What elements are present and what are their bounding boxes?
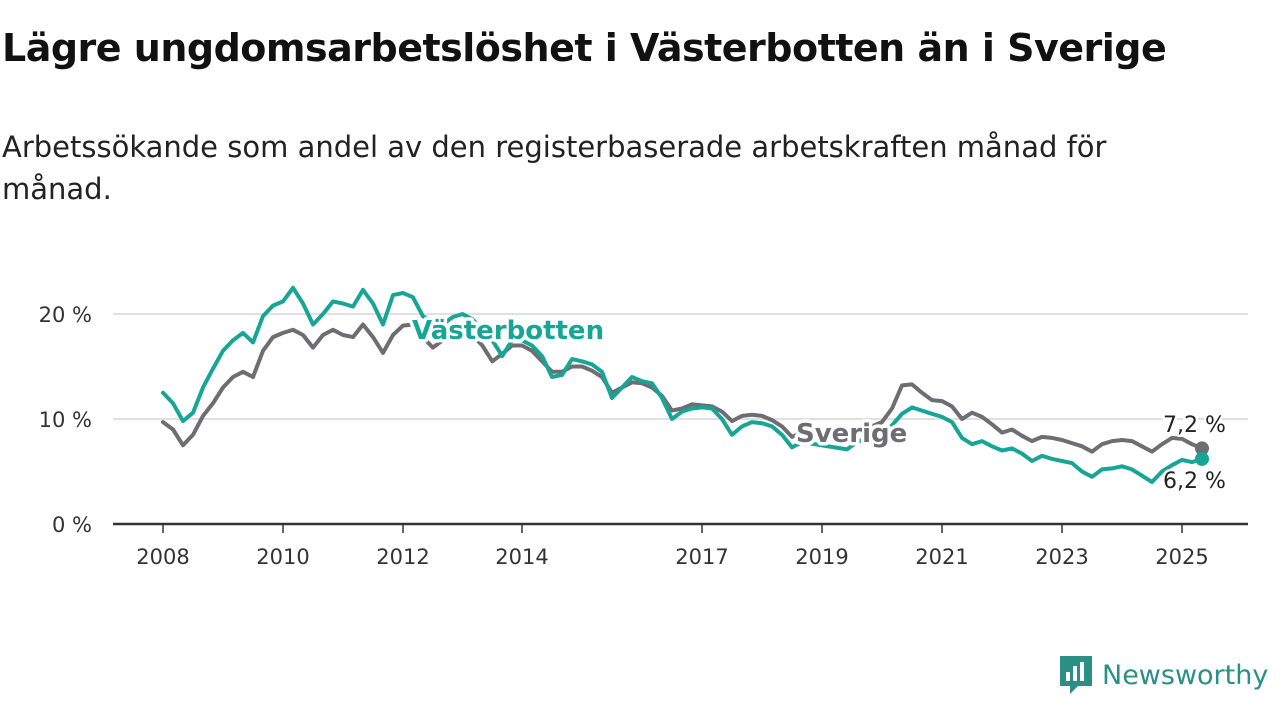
- chart-title: Lägre ungdomsarbetslöshet i Västerbotten…: [2, 26, 1167, 70]
- gridlines: 0 % 10 % 20 %: [39, 303, 1248, 537]
- series-line-sverige: [161, 322, 1204, 454]
- chart-subtitle: Arbetssökande som andel av den registerb…: [2, 130, 1107, 206]
- series-lines: [161, 285, 1209, 484]
- end-value-label-vasterbotten: 6,2 %: [1163, 469, 1226, 494]
- x-tick-label: 2010: [256, 545, 309, 569]
- series-line-vasterbotten: [161, 285, 1204, 484]
- endpoint-marker-sverige: [1195, 441, 1209, 456]
- x-tick-label: 2019: [795, 545, 848, 569]
- series-label-vasterbotten: Västerbotten: [412, 316, 604, 346]
- y-tick-label: 20 %: [39, 303, 92, 327]
- x-tick-label: 2012: [376, 545, 429, 569]
- x-tick-label: 2025: [1155, 545, 1208, 569]
- x-tick-label: 2008: [136, 545, 189, 569]
- newsworthy-brand: Newsworthy: [1058, 654, 1268, 696]
- series-label-sverige: Sverige: [796, 419, 907, 449]
- newsworthy-logo-icon: [1060, 656, 1092, 694]
- endpoint-marker-vasterbotten: [1195, 451, 1209, 466]
- y-tick-label: 10 %: [39, 408, 92, 432]
- x-tick-label: 2021: [915, 545, 968, 569]
- x-axis: 2008 2010 2012 2014 2017 2019 2021 2023 2025: [113, 522, 1248, 569]
- x-tick-label: 2014: [495, 545, 548, 569]
- x-tick-label: 2017: [675, 545, 728, 569]
- series-labels: Västerbotten Sverige 7,2 % 6,2 %: [409, 313, 1229, 497]
- x-tick-label: 2023: [1035, 545, 1088, 569]
- y-tick-label: 0 %: [52, 513, 92, 537]
- brand-name: Newsworthy: [1102, 659, 1269, 691]
- end-value-label-sverige: 7,2 %: [1163, 413, 1226, 438]
